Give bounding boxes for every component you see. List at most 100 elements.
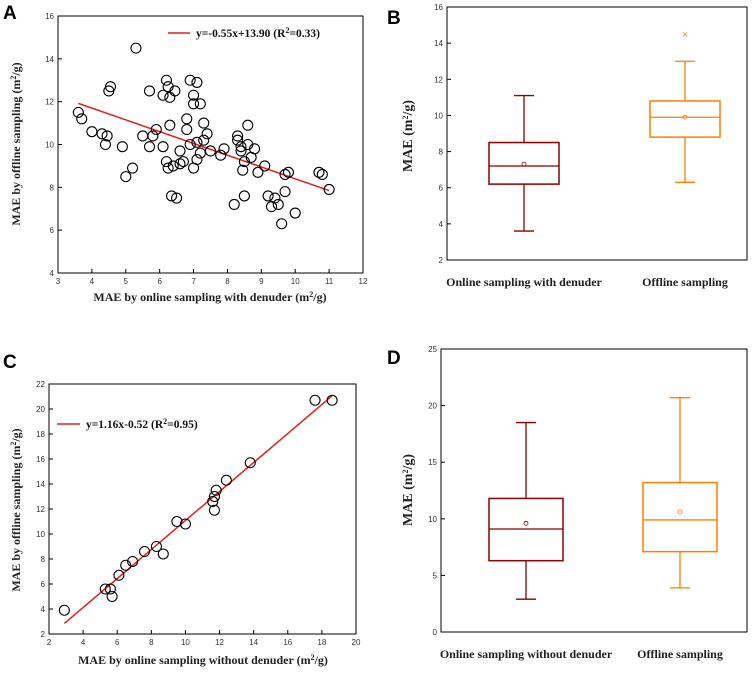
panel-b-category-label-1: Online sampling with denuder — [446, 275, 602, 289]
panel-c-x-tick-label: 2 — [47, 638, 52, 647]
panel-c-data-point — [326, 394, 338, 406]
panel-a-data-point — [188, 89, 200, 101]
panel-a-data-point — [282, 166, 294, 178]
panel-b-box — [488, 141, 560, 185]
panel-c-y-tick-label: 4 — [41, 605, 46, 614]
panel-a-data-point — [232, 134, 244, 146]
panel-d-letter: D — [387, 348, 401, 369]
panel-c-data-point — [104, 583, 116, 595]
panel-c-data-point — [120, 559, 132, 571]
panel-a-data-point — [99, 138, 111, 151]
panel-a-data-point — [130, 42, 142, 54]
panel-c-data-point — [127, 555, 139, 568]
panel-c-data-point — [309, 394, 321, 406]
panel-a-data-point — [150, 123, 162, 136]
panel-b-category-label-2: Offline sampling — [642, 275, 728, 289]
panel-d-y-axis-label: MAE (m2/g) — [401, 454, 416, 526]
panel-c-x-tick-label: 10 — [181, 638, 190, 647]
panel-b-outlier-marker: × — [682, 30, 689, 39]
panel-c-y-axis-label: MAE by offline sampling (m2/g) — [9, 428, 23, 591]
panel-a-data-point — [218, 143, 230, 155]
panel-b-y-tick-label: 4 — [439, 220, 444, 229]
panel-a-x-tick-label: 7 — [191, 277, 196, 286]
panel-b-y-axis-label: MAE (m2/g) — [401, 100, 416, 172]
panel-a-data-point — [137, 130, 149, 142]
panel-a-data-point — [235, 145, 247, 157]
panel-c-x-axis-label: MAE by online sampling without denuder (… — [78, 653, 328, 667]
panel-a-x-tick-label: 4 — [90, 277, 95, 286]
panel-c-x-tick-label: 12 — [215, 638, 224, 647]
panel-a-data-point — [252, 166, 264, 178]
panel-a-data-point — [143, 141, 156, 153]
panel-d-plot-frame — [440, 348, 748, 633]
panel-c-data-point — [99, 583, 111, 595]
panel-a-data-point — [164, 119, 176, 131]
panel-a-data-point — [160, 74, 172, 86]
panel-c-data-point — [208, 490, 220, 503]
panel-a-data-point — [237, 164, 249, 176]
panel-a-data-point — [72, 106, 84, 118]
panel-a-data-point — [198, 117, 210, 129]
panel-c-y-tick-label: 16 — [36, 455, 45, 464]
panel-a-y-tick-label: 12 — [45, 98, 54, 107]
panel-a-data-point — [181, 113, 193, 125]
panel-c-x-tick-label: 4 — [81, 638, 86, 647]
panel-c-data-point — [220, 474, 232, 486]
panel-a-x-tick-label: 11 — [325, 277, 334, 286]
panel-a-data-point — [184, 138, 196, 151]
panel-c-data-point — [58, 604, 70, 616]
panel-c-data-point — [171, 515, 183, 528]
panel-c-x-tick-label: 8 — [149, 638, 154, 647]
panel-a-data-point — [191, 76, 203, 88]
panel-c-data-point — [179, 518, 191, 530]
panel-a-data-point — [169, 85, 181, 97]
panel-a-data-point — [96, 128, 108, 140]
panel-c-data-point — [244, 457, 256, 469]
panel-c: C 2 4 6 8 10 12 14 16 18 20 2 4 6 8 10 12 14 16 18 20 22 y=… — [3, 352, 361, 667]
panel-c-data-point — [208, 504, 220, 516]
panel-a-data-point — [204, 145, 217, 157]
panel-a-data-point — [191, 136, 203, 148]
panel-a-y-tick-label: 4 — [50, 269, 55, 278]
panel-a-data-point — [165, 190, 178, 202]
panel-a-data-point — [194, 98, 206, 110]
panel-c-y-tick-label: 10 — [36, 530, 45, 539]
panel-c-data-point — [150, 540, 162, 553]
panel-a-data-point — [101, 130, 113, 142]
panel-a-data-point — [215, 149, 227, 161]
panel-a-data-point — [232, 130, 244, 142]
panel-a-data-point — [171, 192, 183, 204]
panel-a-data-point — [279, 186, 291, 198]
panel-c-y-tick-label: 22 — [36, 380, 45, 389]
panel-a-y-tick-label: 16 — [45, 12, 54, 21]
panel-a-data-point — [143, 85, 156, 97]
panel-a-data-point — [279, 168, 291, 181]
panel-d-y-tick-label: 20 — [428, 402, 437, 411]
panel-d-y-tick-label: 15 — [428, 458, 437, 467]
panel-d-mean-marker — [677, 509, 683, 515]
panel-a-data-point — [262, 190, 274, 202]
panel-c-x-tick-label: 6 — [115, 638, 120, 647]
panel-a-data-point — [249, 143, 261, 155]
panel-a-data-point — [174, 158, 186, 170]
panel-a-data-point — [184, 74, 196, 86]
panel-b-y-tick-label: 10 — [434, 111, 443, 120]
panel-b-letter: B — [387, 8, 401, 29]
panel-a-data-point — [157, 89, 169, 101]
panel-a-data-point — [269, 192, 281, 204]
panel-b-mean-marker — [521, 161, 527, 167]
panel-a-fit-line — [78, 102, 330, 192]
panel-a-data-point — [104, 81, 117, 93]
panel-a-x-tick-label: 3 — [56, 277, 61, 286]
panel-a-data-point — [259, 160, 271, 172]
panel-c-y-tick-label: 14 — [36, 480, 45, 489]
panel-b-y-tick-label: 14 — [434, 39, 443, 48]
panel-b-y-tick-label: 2 — [439, 256, 444, 265]
panel-a-x-tick-label: 9 — [259, 277, 264, 286]
panel-a-x-tick-label: 12 — [359, 277, 368, 286]
panel-c-letter: C — [3, 352, 17, 373]
panel-a-data-point — [272, 198, 284, 211]
panel-a-data-point — [86, 126, 98, 138]
panel-b-y-tick-label: 16 — [434, 3, 443, 12]
